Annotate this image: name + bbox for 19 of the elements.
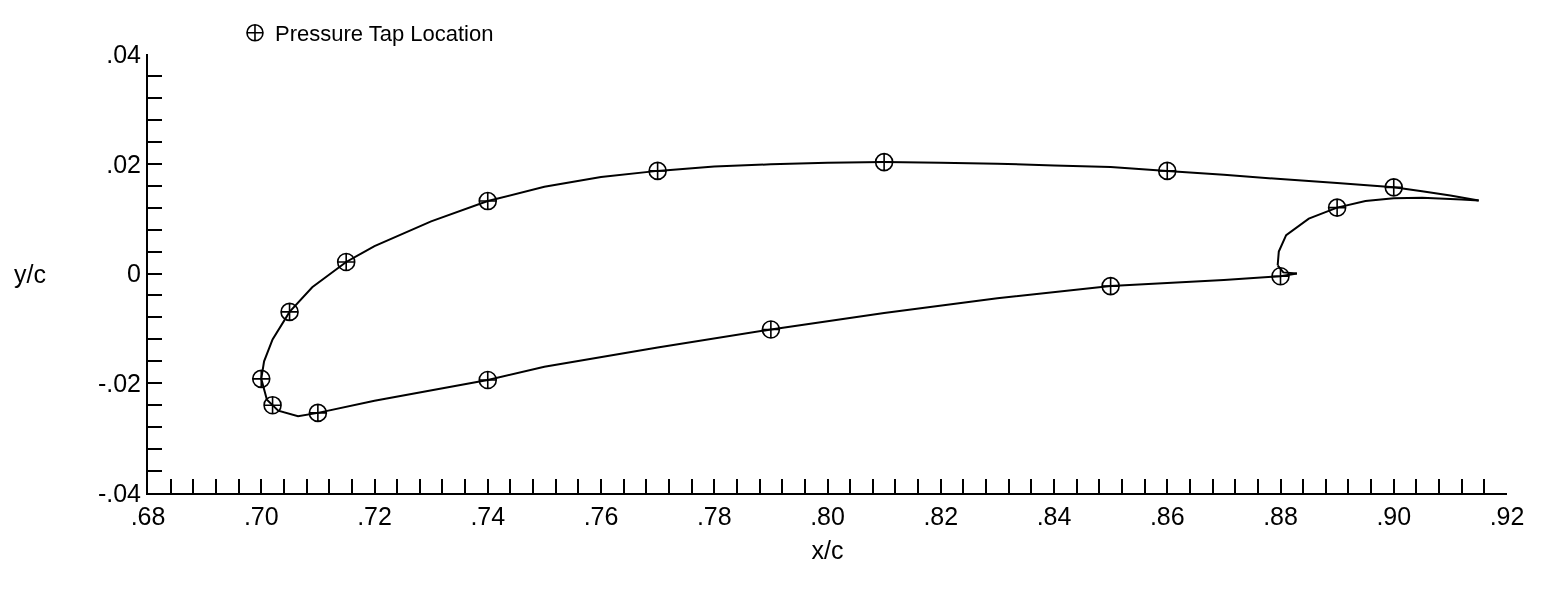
x-tick-label: .80 [810, 502, 845, 530]
y-tick-label: .04 [106, 39, 142, 68]
x-tick-label: .92 [1489, 502, 1525, 530]
x-tick-label: .84 [1036, 502, 1072, 530]
x-tick-label: .78 [696, 502, 732, 530]
x-tick-label: .82 [923, 502, 959, 530]
x-tick-label: .74 [470, 502, 506, 530]
y-axis-title: y/c [14, 260, 46, 288]
y-tick-label: .02 [106, 149, 141, 178]
x-tick-label: .90 [1376, 502, 1412, 530]
legend-label: Pressure Tap Location [274, 21, 494, 47]
y-tick-label: -.02 [97, 369, 141, 397]
y-tick-label: 0 [127, 259, 141, 288]
x-tick-label: .86 [1149, 502, 1185, 530]
x-tick-label: .76 [583, 502, 619, 530]
x-tick-label: .70 [243, 502, 279, 530]
x-axis-title: x/c [811, 535, 844, 564]
x-tick-label: .72 [357, 502, 392, 530]
x-tick-label: .88 [1263, 502, 1298, 530]
